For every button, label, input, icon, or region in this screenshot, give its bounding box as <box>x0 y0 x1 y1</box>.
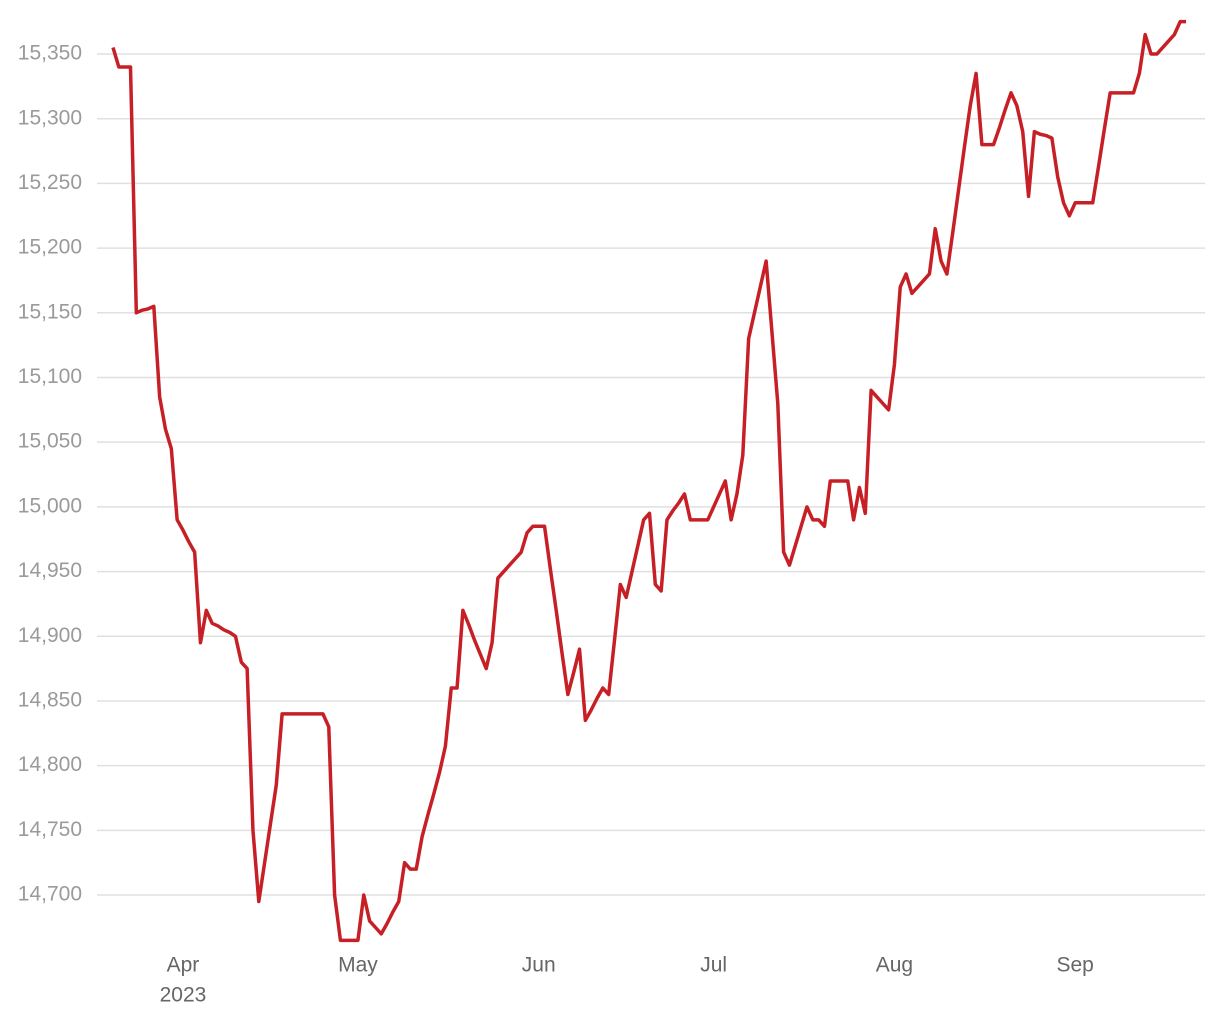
y-tick-label: 15,350 <box>18 42 82 65</box>
x-tick-label: May <box>338 954 378 977</box>
y-tick-label: 15,150 <box>18 300 82 323</box>
y-tick-label: 14,950 <box>18 559 82 582</box>
y-tick-label: 14,900 <box>18 624 82 647</box>
y-tick-label: 15,300 <box>18 106 82 129</box>
y-tick-label: 15,100 <box>18 365 82 388</box>
y-tick-label: 14,850 <box>18 689 82 712</box>
x-tick-label: Apr <box>167 954 200 977</box>
x-tick-label: Jun <box>522 954 556 977</box>
x-tick-label: Jul <box>700 954 727 977</box>
y-tick-label: 14,700 <box>18 883 82 906</box>
x-tick-label: Aug <box>876 954 913 977</box>
y-tick-label: 15,250 <box>18 171 82 194</box>
x-tick-label: Sep <box>1057 954 1094 977</box>
y-tick-label: 14,800 <box>18 753 82 776</box>
y-tick-label: 15,050 <box>18 430 82 453</box>
y-tick-label: 15,200 <box>18 236 82 259</box>
y-tick-label: 15,000 <box>18 494 82 517</box>
price-line <box>111 19 1186 943</box>
x-year-label: 2023 <box>160 984 207 1007</box>
y-tick-label: 14,750 <box>18 818 82 841</box>
